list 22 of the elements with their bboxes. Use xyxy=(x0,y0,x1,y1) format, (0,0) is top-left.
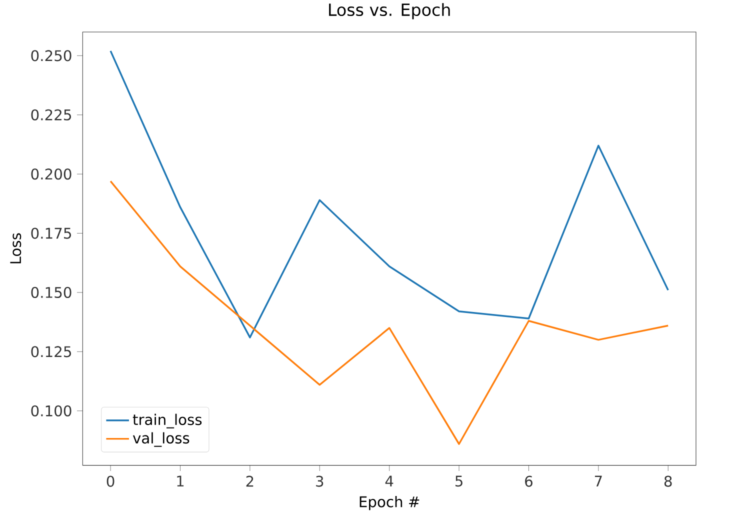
y-tick-label: 0.150 xyxy=(31,286,72,298)
x-tick-label: 7 xyxy=(594,476,602,486)
y-tick-label: 0.225 xyxy=(31,109,71,120)
x-tick-label: 6 xyxy=(525,476,532,487)
x-tick-label: 2 xyxy=(246,476,254,487)
legend-label: val_loss xyxy=(132,432,190,447)
x-tick-label: 1 xyxy=(177,476,184,486)
y-axis-title: Loss xyxy=(10,233,22,264)
x-tick-label: 0 xyxy=(106,476,114,487)
line-series xyxy=(110,50,669,338)
y-tick-label: 0.200 xyxy=(31,168,72,180)
chart-title: Loss vs. Epoch xyxy=(329,3,450,20)
y-tick-label: 0.100 xyxy=(31,405,72,416)
x-tick-label: 3 xyxy=(316,476,324,487)
legend-label: train_loss xyxy=(132,414,202,428)
x-tick-label: 4 xyxy=(385,476,394,486)
x-tick-label: 8 xyxy=(664,476,672,487)
y-tick-label: 0.175 xyxy=(31,228,71,239)
x-tick-label: 5 xyxy=(455,476,462,487)
x-axis-title: Epoch # xyxy=(360,496,420,510)
y-tick-label: 0.125 xyxy=(31,346,71,358)
y-tick-label: 0.250 xyxy=(31,50,72,62)
